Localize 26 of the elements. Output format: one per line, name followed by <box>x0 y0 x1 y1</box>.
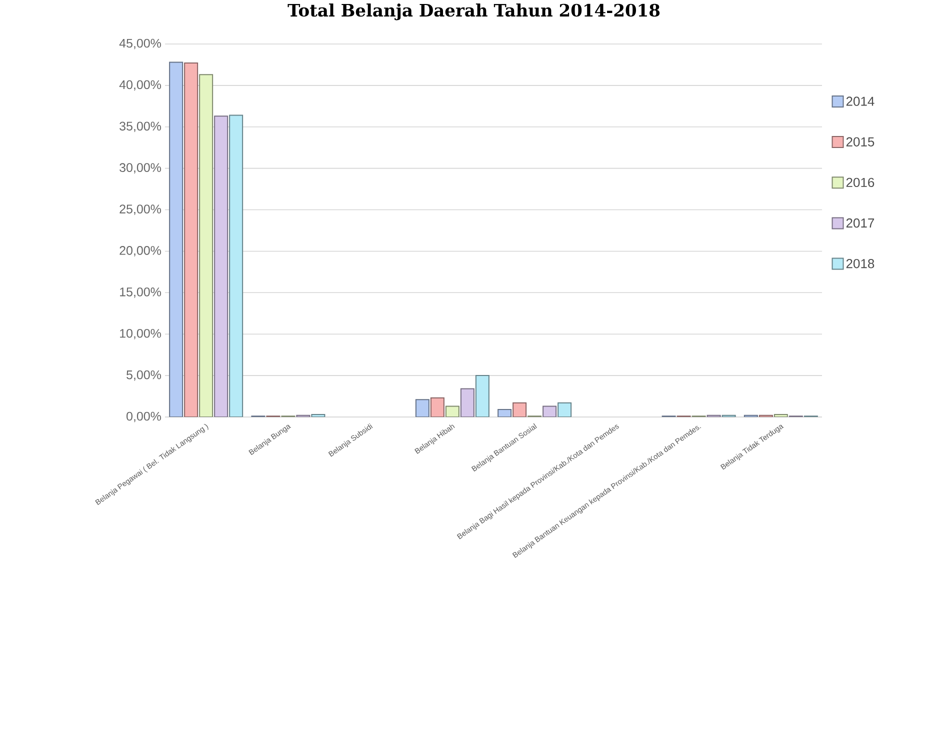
y-tick-label: 20,00% <box>120 246 162 256</box>
y-tick-label: 5,00% <box>126 370 162 381</box>
y-tick-label: 25,00% <box>120 204 162 215</box>
chart-title: Total Belanja Daerah Tahun 2014-2018 <box>288 4 660 20</box>
y-tick-label: 10,00% <box>120 328 162 340</box>
legend-label: 2014 <box>846 96 874 106</box>
y-tick-label: 45,00% <box>119 38 162 50</box>
y-tick-label: 35,00% <box>120 122 162 132</box>
legend-label: 2018 <box>846 258 874 268</box>
y-tick-label: 0,00% <box>126 412 162 422</box>
bar <box>199 74 214 417</box>
bar <box>311 414 326 417</box>
bar <box>170 62 183 417</box>
y-tick-label: 30,00% <box>120 163 162 174</box>
legend-label: 2017 <box>846 218 874 228</box>
bar <box>229 114 244 417</box>
bar <box>214 116 228 417</box>
bar <box>558 402 572 417</box>
legend-label: 2016 <box>846 178 874 188</box>
legend-label: 2015 <box>846 137 874 146</box>
y-tick-label: 40,00% <box>119 80 162 91</box>
y-tick-label: 15,00% <box>120 288 162 298</box>
bar <box>475 375 490 417</box>
bar <box>184 63 198 417</box>
bar <box>460 388 474 417</box>
bar <box>542 406 557 417</box>
